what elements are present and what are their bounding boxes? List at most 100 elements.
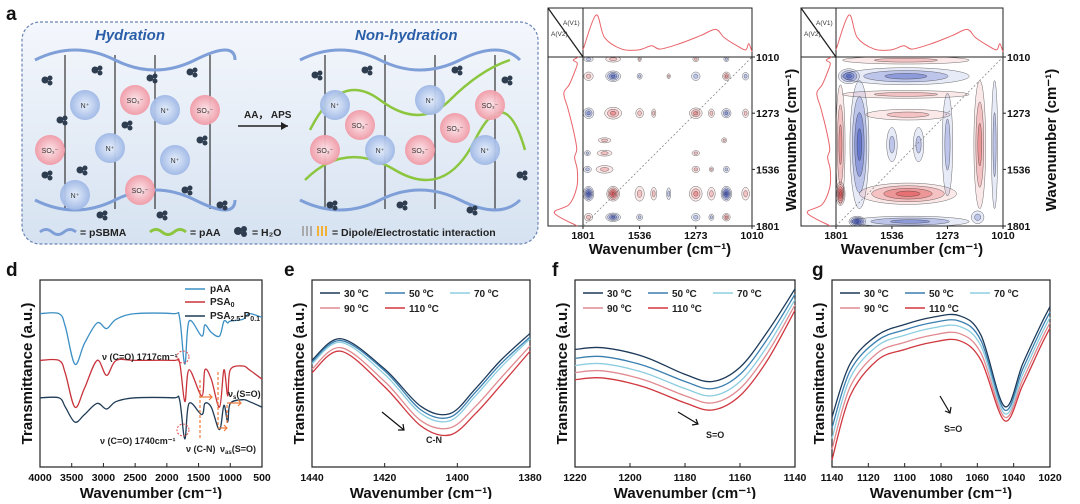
water-icon xyxy=(187,190,193,196)
positive-correlation-peak xyxy=(691,165,700,173)
annotation-co-1717: ν (C=O) 1717cm⁻¹ xyxy=(102,352,178,362)
positive-correlation-peak xyxy=(975,101,984,188)
positive-correlation-peak xyxy=(707,187,716,201)
water-icon xyxy=(102,215,108,221)
y-tick-label: 1801 xyxy=(1007,221,1031,233)
positive-correlation-peak xyxy=(723,73,730,80)
water-icon xyxy=(522,175,528,181)
plot-frame xyxy=(39,279,263,468)
positive-correlation-peak xyxy=(600,151,609,155)
negative-correlation-peak xyxy=(611,215,616,219)
x-tick-label: 1000 xyxy=(219,472,243,484)
negative-correlation-peak xyxy=(584,150,591,156)
negative-correlation-peak xyxy=(722,109,730,117)
negative-correlation-peak xyxy=(637,215,642,220)
legend-paa: = pAA xyxy=(190,227,221,239)
panel-d-ftir: 4000 3500 3000 2500 2000 1500 1000 500 Wavenumbe… xyxy=(19,279,271,502)
panel-b-top-spectrum xyxy=(582,14,753,53)
water-icon xyxy=(522,170,528,176)
water-icon xyxy=(367,70,373,76)
positive-correlation-peak xyxy=(693,190,699,197)
psbma-backbone xyxy=(299,188,522,212)
negative-correlation-peak xyxy=(666,187,672,200)
series-line-2 xyxy=(311,338,531,423)
y-axis-label: Transmittance (a.u.) xyxy=(291,303,308,445)
positive-correlation-peak xyxy=(709,190,714,198)
negative-correlation-peak xyxy=(605,212,621,222)
water-icon xyxy=(62,120,68,126)
water-icon xyxy=(127,125,133,131)
x-tick-label: 1500 xyxy=(187,472,211,484)
series-line-2 xyxy=(39,395,263,440)
negative-correlation-peak xyxy=(849,80,870,209)
positive-correlation-peak xyxy=(865,109,951,121)
positive-correlation-peak xyxy=(873,92,938,97)
negative-correlation-peak xyxy=(845,74,852,79)
water-icon xyxy=(457,70,463,76)
annotation-co-1740: ν (C=O) 1740cm⁻¹ xyxy=(100,436,176,446)
y-tick-label: 1010 xyxy=(756,52,780,64)
negative-correlation-peak xyxy=(889,135,895,154)
panel-f-annotation: S=O xyxy=(677,411,724,440)
negative-correlation-peak xyxy=(723,57,730,62)
panel-c-xlabel: Wavenumber (cm⁻¹) xyxy=(841,241,983,258)
x-tick-label: 500 xyxy=(253,472,271,484)
positive-correlation-peak xyxy=(873,58,938,63)
panel-c-2d-correlation: A(V1) A(V2) 1801 1536 1273 1010 1010 1273 1536 18… xyxy=(800,7,1031,242)
water-legend-icon xyxy=(234,226,247,237)
negative-correlation-peak xyxy=(870,217,950,226)
cation-group xyxy=(470,135,500,165)
panel-b-corner-diagonal xyxy=(547,7,584,58)
positive-correlation-peak xyxy=(635,108,644,119)
negative-correlation-peak xyxy=(743,74,748,79)
x-tick-label: 1273 xyxy=(936,230,960,242)
psbma-legend-icon xyxy=(39,228,77,236)
anion-group xyxy=(475,90,505,120)
anion-group xyxy=(310,135,340,165)
legend-psa25-label: PSA2.5-P0.1 xyxy=(210,311,260,323)
positive-correlation-peak xyxy=(611,191,615,196)
water-icon xyxy=(332,205,338,211)
negative-correlation-peak xyxy=(842,67,970,86)
water-icon xyxy=(472,205,478,211)
schematic-panel: Hydration Non-hydration N⁺ SO₃⁻ SO₃⁻ N⁺ N⁺ SO… xyxy=(21,21,539,245)
x-axis-label: Wavenumber (cm⁻¹) xyxy=(80,485,222,499)
series-line-1 xyxy=(39,358,263,409)
water-icon xyxy=(47,170,53,176)
psbma-backbone xyxy=(299,48,522,72)
non-hydration-title: Non-hydration xyxy=(355,27,458,44)
water-icon xyxy=(457,65,463,71)
negative-correlation-peak xyxy=(691,71,701,81)
legend-label: 70 ºC xyxy=(737,289,762,300)
annotation-vas-so: νas(S=O) xyxy=(220,444,256,456)
water-icon xyxy=(97,65,103,71)
water-icon xyxy=(146,74,154,82)
positive-correlation-peak xyxy=(596,149,613,157)
negative-correlation-peak xyxy=(691,213,701,222)
x-tick-label: 1010 xyxy=(740,230,764,242)
cation-group xyxy=(95,133,125,163)
negative-correlation-peak xyxy=(856,128,863,161)
water-icon xyxy=(402,205,408,211)
series-line-2 xyxy=(574,299,796,397)
series-line-2 xyxy=(831,317,1051,439)
negative-correlation-peak xyxy=(587,191,590,196)
x-tick-label: 1140 xyxy=(784,472,807,484)
positive-correlation-peak xyxy=(650,187,657,201)
positive-correlation-peak xyxy=(692,57,700,62)
annotation-cn: ν (C-N) xyxy=(186,444,216,454)
y-tick-label: 1010 xyxy=(1007,52,1031,64)
water-icon xyxy=(367,65,373,71)
positive-correlation-peak xyxy=(652,110,656,116)
so3-label: SO₃⁻ xyxy=(352,123,369,130)
water-icon xyxy=(41,171,49,179)
positive-correlation-peak xyxy=(585,73,592,79)
water-icon xyxy=(56,116,64,124)
n-plus-label: N⁺ xyxy=(106,146,115,153)
water-icon xyxy=(451,66,459,74)
so3-label: SO₃⁻ xyxy=(197,108,214,115)
positive-correlation-peak xyxy=(691,188,701,199)
water-icon xyxy=(156,211,164,219)
negative-correlation-peak xyxy=(609,73,618,80)
positive-correlation-peak xyxy=(604,106,622,120)
